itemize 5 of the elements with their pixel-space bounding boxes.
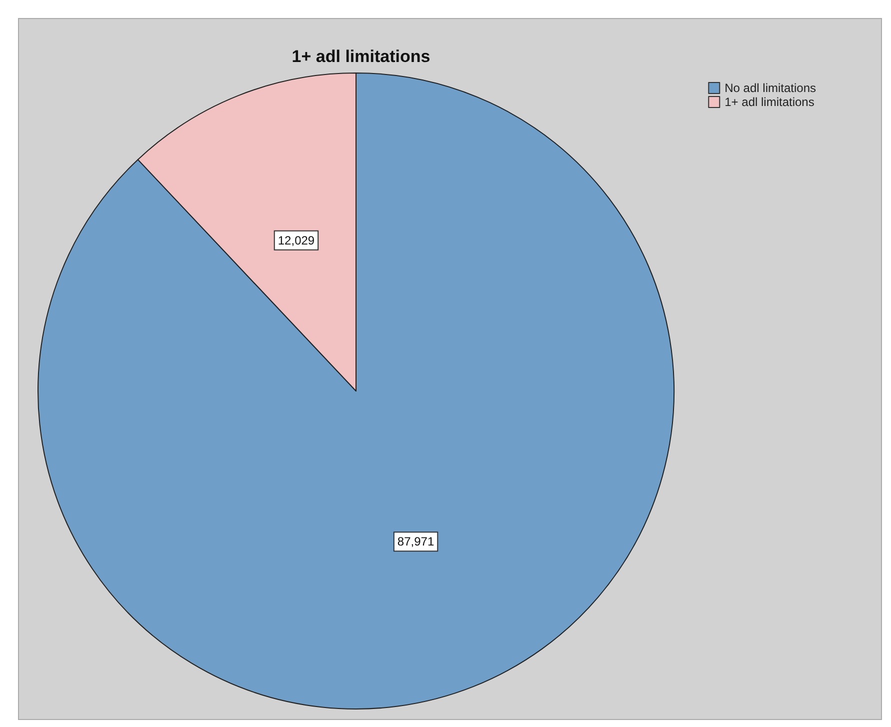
legend-label: 1+ adl limitations	[724, 95, 814, 109]
legend-label: No adl limitations	[724, 81, 816, 95]
chart-title: 1+ adl limitations	[292, 47, 430, 66]
data-label: 87,971	[397, 534, 434, 549]
data-label: 12,029	[278, 233, 315, 248]
